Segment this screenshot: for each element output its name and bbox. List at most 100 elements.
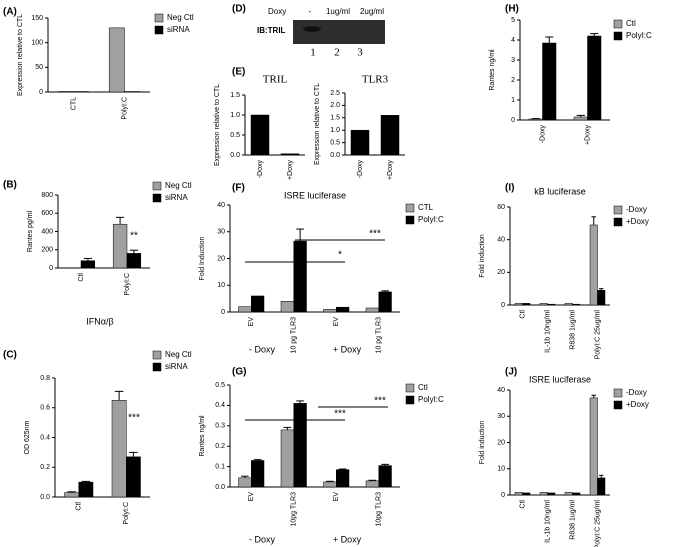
legend-label: PolyI:C — [626, 31, 652, 40]
bar — [126, 253, 142, 269]
y-axis-label: Fold induction — [479, 234, 486, 278]
bar — [80, 260, 96, 269]
lane-label: 3 — [357, 47, 363, 59]
bar — [597, 290, 606, 306]
bar — [238, 477, 252, 488]
group-label: - Doxy — [249, 534, 276, 544]
legend-label: Ctl — [418, 383, 428, 392]
y-tick-label: 2 — [511, 77, 515, 84]
x-tick-label: PolyI:C — [121, 97, 128, 120]
y-tick-label: 1.0 — [230, 112, 240, 119]
legend-label: -Doxy — [626, 388, 647, 397]
x-tick-label: PolyI:C — [123, 502, 130, 525]
x-tick-label: Ctl — [519, 500, 526, 509]
antibody-label: IB:TRIL — [257, 26, 286, 35]
y-tick-label: 0 — [39, 89, 43, 96]
y-tick-label: 0.4 — [40, 434, 50, 441]
bar — [522, 303, 531, 306]
x-tick-label: 10pg TLR3 — [291, 492, 298, 527]
bar — [251, 295, 265, 313]
x-tick-label: Ctl — [78, 273, 85, 282]
bar — [280, 153, 300, 156]
bar — [528, 118, 543, 121]
bar — [78, 481, 94, 498]
bar — [350, 129, 370, 156]
y-tick-label: 2.0 — [330, 102, 340, 109]
y-tick-label: 0.3 — [215, 423, 225, 430]
y-tick-label: 20 — [497, 439, 505, 446]
bar — [589, 224, 598, 306]
blot-image — [293, 20, 385, 44]
y-tick-label: 30 — [497, 413, 505, 420]
dose-label: 2ug/ml — [360, 7, 384, 16]
bar — [293, 240, 307, 313]
bar — [514, 492, 523, 496]
panel-label: (E) — [232, 67, 245, 78]
bar — [572, 303, 581, 306]
significance-mark: *** — [369, 229, 381, 240]
panel-label: (F) — [232, 183, 245, 194]
legend-label: -Doxy — [626, 205, 647, 214]
legend-swatch — [405, 383, 415, 393]
y-tick-label: 0 — [511, 117, 515, 124]
y-axis-label: Expression relative to CTL — [214, 84, 221, 166]
legend-label: siRNA — [165, 362, 188, 371]
legend-swatch — [152, 350, 162, 360]
y-tick-label: 20 — [217, 255, 225, 262]
y-tick-label: 10 — [497, 466, 505, 473]
x-tick-label: CTL — [70, 97, 77, 110]
panel-label: (C) — [3, 350, 17, 361]
dose-label: 1ug/ml — [326, 7, 350, 16]
x-tick-label: -Doxy — [357, 160, 364, 179]
y-tick-label: 0.2 — [215, 443, 225, 450]
x-tick-label: -Doxy — [257, 160, 264, 179]
legend-swatch — [405, 203, 415, 213]
x-tick-label: +Doxy — [387, 160, 394, 181]
y-axis-label: Rantes pg/ml — [27, 210, 34, 252]
legend-swatch — [152, 181, 162, 191]
bar — [514, 303, 523, 306]
bar — [378, 291, 392, 313]
bar — [380, 115, 400, 156]
y-tick-label: 0.0 — [40, 494, 50, 501]
y-axis-label: Rantes ng/ml — [489, 49, 496, 91]
x-tick-label: Ctl — [519, 310, 526, 319]
panel-label: (B) — [3, 180, 17, 191]
y-tick-label: 60 — [497, 204, 505, 211]
x-tick-label: EV — [333, 492, 340, 502]
y-tick-label: 1.5 — [330, 115, 340, 122]
y-tick-label: 0.0 — [330, 152, 340, 159]
legend-label: Ctl — [626, 19, 636, 28]
legend-swatch — [613, 400, 623, 410]
chart-title: ISRE luciferase — [529, 374, 591, 384]
y-tick-label: 40 — [217, 202, 225, 209]
bar — [547, 303, 556, 306]
bar — [323, 309, 337, 313]
y-tick-label: 0.2 — [40, 464, 50, 471]
panel-label: (G) — [232, 367, 246, 378]
significance-mark: *** — [374, 396, 386, 407]
bar — [597, 477, 606, 496]
legend-label: +Doxy — [626, 400, 649, 409]
y-tick-label: 0.0 — [215, 484, 225, 491]
legend-label: CTL — [418, 203, 434, 212]
y-tick-label: 2.5 — [330, 90, 340, 97]
x-tick-label: PolyI:C — [124, 273, 131, 296]
y-tick-label: 0.1 — [215, 463, 225, 470]
y-tick-label: 40 — [497, 387, 505, 394]
bar — [336, 306, 350, 313]
bar — [547, 492, 556, 496]
legend-swatch — [613, 205, 623, 215]
y-tick-label: 0.8 — [40, 375, 50, 382]
significance-mark: ** — [130, 231, 138, 242]
legend-swatch — [152, 193, 162, 203]
x-tick-label: R838 1ug/ml — [569, 500, 576, 540]
bar — [564, 492, 573, 496]
bar — [378, 465, 392, 488]
legend-label: siRNA — [165, 193, 188, 202]
panel-label: (J) — [505, 367, 517, 378]
x-tick-label: PolyI:C 25ug/ml — [594, 500, 601, 547]
legend-label: Neg Ctl — [167, 13, 194, 22]
bar — [365, 307, 379, 313]
